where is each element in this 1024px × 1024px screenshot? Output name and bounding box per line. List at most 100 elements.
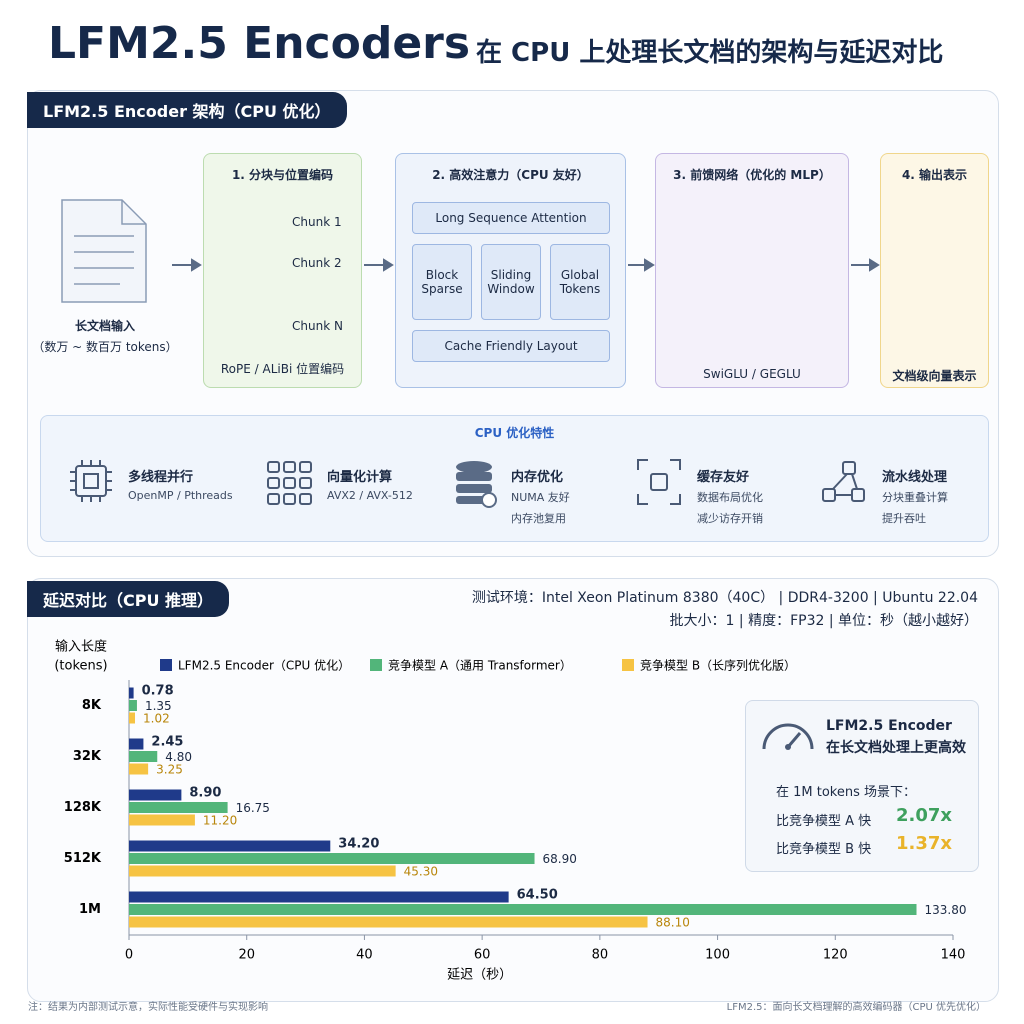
bar	[129, 738, 144, 750]
bar	[129, 763, 149, 775]
decoration	[299, 493, 312, 505]
chunk-label: Chunk N	[292, 319, 343, 333]
value-label: 4.80	[165, 750, 192, 764]
input-label: 长文档输入	[74, 319, 135, 333]
doc-lines	[74, 235, 134, 285]
summary-label: 比竞争模型 B 快	[776, 842, 872, 857]
decoration	[70, 460, 112, 502]
x-tick-label: 0	[125, 948, 133, 963]
feature-icon	[70, 460, 112, 502]
summary-scenario: 在 1M tokens 场景下：	[776, 785, 917, 800]
decoration	[786, 732, 802, 748]
y-tick-label: 8K	[82, 698, 102, 713]
stage: 2. 高效注意力（CPU 友好） Long Sequence Attention…	[395, 153, 626, 388]
feature-icon	[456, 461, 497, 508]
decoration	[481, 492, 497, 508]
attention-box: Long Sequence Attention	[412, 202, 610, 234]
decoration	[283, 461, 296, 473]
bar	[129, 789, 182, 801]
decoration	[628, 258, 655, 272]
doc-fold	[121, 200, 146, 225]
env-line: 测试环境：Intel Xeon Platinum 8380（40C） | DDR…	[471, 590, 978, 606]
value-label: 64.50	[517, 888, 558, 903]
feature-line: 分块重叠计算	[882, 491, 948, 504]
input-sublabel: （数万 ~ 数百万 tokens）	[32, 340, 178, 354]
bar	[129, 802, 228, 813]
feature-line: 数据布局优化	[697, 491, 763, 504]
decoration	[364, 258, 394, 272]
stage: 3. 前馈网络（优化的 MLP） SwiGLU / GEGLU	[655, 153, 849, 388]
value-label: 133.80	[925, 903, 967, 917]
y-tick-label: 128K	[64, 800, 102, 815]
summary-label: 比竞争模型 A 快	[776, 814, 872, 829]
value-label: 2.45	[151, 735, 183, 750]
bar	[129, 891, 509, 903]
bar	[129, 916, 648, 928]
decoration	[283, 477, 296, 489]
feature-line: 减少访存开销	[697, 512, 763, 525]
decoration	[842, 461, 856, 475]
summary-box: LFM2.5 Encoder 在长文档处理上更高效 在 1M tokens 场景…	[745, 700, 979, 872]
stage-footer: SwiGLU / GEGLU	[703, 367, 801, 381]
features-box: CPU 优化特性	[40, 415, 989, 542]
decoration	[832, 473, 858, 496]
bar	[129, 700, 137, 711]
x-tick-label: 140	[941, 948, 966, 963]
y-axis-title: 输入长度	[55, 639, 107, 655]
value-label: 16.75	[236, 801, 270, 815]
x-axis-title: 延迟（秒）	[447, 968, 512, 983]
x-tick-label: 80	[592, 948, 609, 963]
chunk-label: Chunk 1	[292, 215, 342, 229]
decoration	[283, 493, 296, 505]
value-label: 3.25	[156, 763, 183, 777]
decoration	[456, 461, 492, 473]
decoration	[172, 258, 202, 272]
value-label: 1.02	[143, 712, 170, 726]
decoration	[299, 477, 312, 489]
x-tick-label: 100	[705, 948, 730, 963]
y-axis-title: (tokens)	[54, 659, 107, 674]
decoration	[762, 723, 814, 750]
value-label: 0.78	[142, 684, 174, 699]
legend-swatch	[370, 659, 382, 671]
value-label: 45.30	[404, 865, 438, 879]
features-title: CPU 优化特性	[474, 426, 555, 440]
decoration	[456, 484, 492, 493]
legend-label: 竞争模型 A（通用 Transformer）	[388, 659, 572, 673]
feature-title: 多线程并行	[128, 470, 194, 485]
decoration	[267, 493, 280, 505]
stage-footer: 文档级向量表示	[892, 369, 977, 383]
y-tick-label: 1M	[79, 902, 101, 917]
feature-icon	[822, 461, 865, 502]
summary-value: 1.37x	[896, 833, 953, 854]
feature-icon	[267, 461, 312, 505]
decoration	[456, 472, 492, 481]
footer-note: LFM2.5：面向长文档理解的高效编码器（CPU 优先优化）	[726, 1002, 986, 1013]
bar	[129, 814, 195, 826]
y-tick-label: 32K	[73, 749, 102, 764]
feature-title: 向量化计算	[327, 470, 393, 485]
attention-box: Sliding Window	[481, 244, 541, 320]
title: LFM2.5 Encoders	[48, 18, 471, 69]
value-label: 34.20	[338, 837, 379, 852]
feature-title: 缓存友好	[697, 470, 750, 485]
env-line: 批大小：1 | 精度：FP32 | 单位：秒（越小越好）	[669, 613, 978, 629]
x-tick-label: 120	[823, 948, 848, 963]
section-title: 延迟对比（CPU 推理）	[27, 581, 230, 617]
feature-title: 内存优化	[511, 470, 564, 485]
stage-footer: RoPE / ALiBi 位置编码	[220, 362, 345, 376]
subtitle: 在 CPU 上处理长文档的架构与延迟对比	[476, 38, 944, 68]
legend-label: 竞争模型 B（长序列优化版）	[640, 658, 796, 673]
decoration	[637, 459, 681, 505]
value-label: 68.90	[543, 852, 577, 866]
bar	[129, 687, 134, 699]
gauge-icon	[762, 723, 814, 750]
decoration	[267, 461, 280, 473]
feature-line: OpenMP / Pthreads	[128, 489, 233, 502]
bar	[129, 840, 331, 852]
value-label: 8.90	[189, 786, 221, 801]
feature-line: 内存池复用	[511, 512, 566, 525]
decoration	[785, 744, 791, 750]
